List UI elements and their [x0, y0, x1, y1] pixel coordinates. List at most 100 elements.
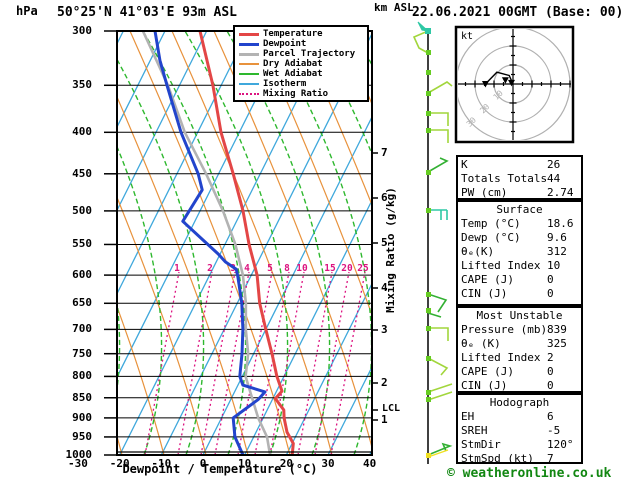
station-title: 50°25'N 41°03'E 93m ASL	[57, 5, 238, 20]
lcl-label: LCL	[382, 403, 401, 414]
panel-row-label: CIN (J)	[461, 287, 508, 300]
wet-adiabat-line	[117, 145, 163, 455]
dry-adiabat-line	[117, 95, 249, 455]
dry-adiabat-line	[171, 31, 333, 455]
km-tick-label: 5	[381, 236, 388, 249]
panel-row-label: SREH	[461, 424, 488, 437]
temp-tick-label: 20	[279, 457, 293, 470]
isotherm-line	[117, 31, 249, 296]
dry-adiabat-line	[255, 31, 372, 317]
panel-row: θₑ (K) 325	[461, 337, 578, 351]
wind-barb-633	[427, 293, 448, 318]
mixing-ratio-line	[330, 271, 366, 455]
legend-swatch-dry-adiabat	[239, 63, 259, 65]
pressure-tick-label: 800	[72, 369, 92, 383]
panel-row: StmSpd (kt) 7	[461, 452, 578, 466]
hodograph-trace	[484, 71, 514, 85]
legend-row: Parcel Trajectory	[239, 49, 367, 59]
hodograph-unit-label: kt	[461, 31, 473, 42]
mixing-ratio-value-label: 8	[284, 263, 290, 274]
wind-barb-379	[428, 112, 449, 126]
mixing-ratio-line	[297, 271, 333, 455]
pressure-tick-label: 850	[72, 390, 92, 404]
indices-panel-surface: Surface Temp (°C) 18.6 Dewp (°C) 9.6 θₑ(K) 312…	[456, 200, 583, 306]
panel-row: Temp (°C) 18.6	[461, 217, 578, 231]
isotherm-line	[117, 31, 166, 129]
panel-row-value: 26	[547, 158, 561, 171]
mixing-ratio-line	[314, 271, 350, 455]
wind-barb-836	[427, 383, 453, 401]
pressure-axis-units-label: hPa	[16, 4, 38, 18]
hodograph-marker	[501, 77, 509, 84]
wind-level-dot	[426, 91, 431, 96]
wind-level-dot	[426, 170, 431, 175]
mixing-ratio-line	[177, 271, 213, 455]
copyright-footer: © weatheronline.co.uk	[447, 466, 612, 481]
wind-level-dot	[426, 308, 431, 313]
indices-panel-most-unstable: Most Unstable Pressure (mb) 839 θₑ (K) 325 Li…	[456, 306, 583, 393]
km-tick-label: 4	[381, 281, 388, 294]
panel-row-label: CAPE (J)	[461, 365, 514, 378]
legend-swatch-wet-adiabat	[239, 73, 259, 75]
panel-row: Pressure (mb) 839	[461, 323, 578, 337]
legend-label: Dewpoint	[263, 39, 307, 49]
mixing-ratio-line	[144, 271, 180, 455]
pressure-tick-label: 950	[72, 429, 92, 443]
legend-row: Wet Adiabat	[239, 69, 367, 79]
wind-barb-499	[428, 209, 448, 220]
isotherm-line	[0, 31, 40, 455]
panel-row-value: -5	[547, 424, 561, 437]
hodograph-marker	[481, 81, 489, 88]
panel-row-value: 2	[547, 351, 554, 364]
panel-row: CAPE (J) 0	[461, 273, 578, 287]
wet-adiabat-line	[142, 31, 247, 455]
legend-swatch-isotherm	[239, 83, 259, 85]
panel-row-label: CIN (J)	[461, 379, 508, 392]
mixing-ratio-line	[214, 271, 250, 455]
legend-label: Mixing Ratio	[263, 89, 329, 99]
panel-row-label: EH	[461, 410, 475, 423]
panel-row-value: 0	[547, 379, 554, 392]
panel-title: Most Unstable	[476, 309, 563, 322]
panel-row-label: Temp (°C)	[461, 217, 521, 230]
legend-swatch-mixing-ratio	[239, 93, 259, 95]
panel-row-value: 312	[547, 245, 567, 258]
pressure-tick-label: 400	[72, 125, 92, 139]
temp-tick-label: 40	[363, 457, 377, 470]
wind-level-dot	[426, 292, 431, 297]
panel-row-label: CAPE (J)	[461, 273, 514, 286]
panel-row-label: StmDir	[461, 438, 501, 451]
run-date-label: 22.06.2021 00GMT (Base: 00)	[412, 5, 624, 20]
legend-label: Temperature	[263, 29, 323, 39]
pressure-tick-label: 750	[72, 346, 92, 360]
mixing-ratio-line	[269, 271, 305, 455]
pressure-tick-label: 350	[72, 78, 92, 92]
legend-label: Parcel Trajectory	[263, 49, 356, 59]
legend-swatch-temperature	[239, 32, 259, 36]
km-tick-label: 1	[381, 413, 388, 426]
dry-adiabat-line	[117, 304, 165, 455]
wind-level-dot	[426, 111, 431, 116]
panel-row-value: 2.74	[547, 186, 574, 199]
panel-row-value: 120°	[547, 438, 574, 451]
km-tick-label: 3	[381, 323, 388, 336]
km-tick-label: 7	[381, 146, 388, 159]
panel-row: Dewp (°C) 9.6	[461, 231, 578, 245]
temp-tick-label: 0	[199, 457, 207, 470]
panel-row: CAPE (J) 0	[461, 365, 578, 379]
panel-row: Lifted Index 2	[461, 351, 578, 365]
wind-level-dot	[426, 128, 431, 133]
mixing-ratio-line	[237, 271, 273, 455]
wind-level-dot	[426, 397, 431, 402]
temperature-axis-label: Dewpoint / Temperature (°C)	[122, 462, 318, 476]
legend-row: Mixing Ratio	[239, 89, 367, 99]
pressure-tick-label: 300	[72, 24, 92, 37]
mixing-ratio-value-label: 15	[324, 263, 336, 274]
wind-level-dot	[426, 326, 431, 331]
parcel-trajectory-trace	[141, 31, 272, 455]
km-tick-label: 6	[381, 191, 388, 204]
dry-adiabat-line	[117, 195, 207, 455]
legend-row: Isotherm	[239, 79, 367, 89]
panel-row-value: 18.6	[547, 217, 574, 230]
panel-row: SREH -5	[461, 424, 578, 438]
